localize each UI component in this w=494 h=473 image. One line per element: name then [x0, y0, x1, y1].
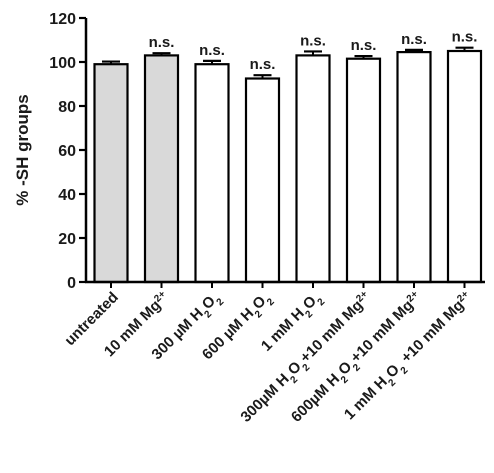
bar: [93, 63, 129, 284]
bar: [446, 49, 483, 284]
y-tick-label: 40: [58, 187, 76, 204]
y-tick-label: 60: [58, 143, 76, 160]
bar: [295, 54, 331, 284]
bar: [143, 54, 180, 284]
significance-label: n.s.: [199, 42, 225, 59]
y-axis-label: % -SH groups: [13, 94, 32, 205]
y-tick-label: 100: [49, 55, 76, 72]
y-tick-label: 0: [67, 275, 76, 292]
bar: [396, 50, 432, 284]
significance-label: n.s.: [452, 29, 478, 46]
bar: [244, 77, 281, 284]
significance-label: n.s.: [300, 32, 326, 49]
significance-label: n.s.: [149, 34, 175, 51]
label-text: 300µM H: [237, 370, 292, 425]
y-tick-label: 80: [58, 99, 76, 116]
significance-label: n.s.: [250, 56, 276, 73]
label-text: 1 mM H: [258, 305, 308, 355]
significance-label: n.s.: [351, 37, 377, 54]
significance-label: n.s.: [401, 31, 427, 48]
y-tick-label: 20: [58, 231, 76, 248]
bar: [194, 63, 230, 284]
bar: [345, 57, 382, 284]
y-tick-label: 120: [49, 11, 76, 28]
